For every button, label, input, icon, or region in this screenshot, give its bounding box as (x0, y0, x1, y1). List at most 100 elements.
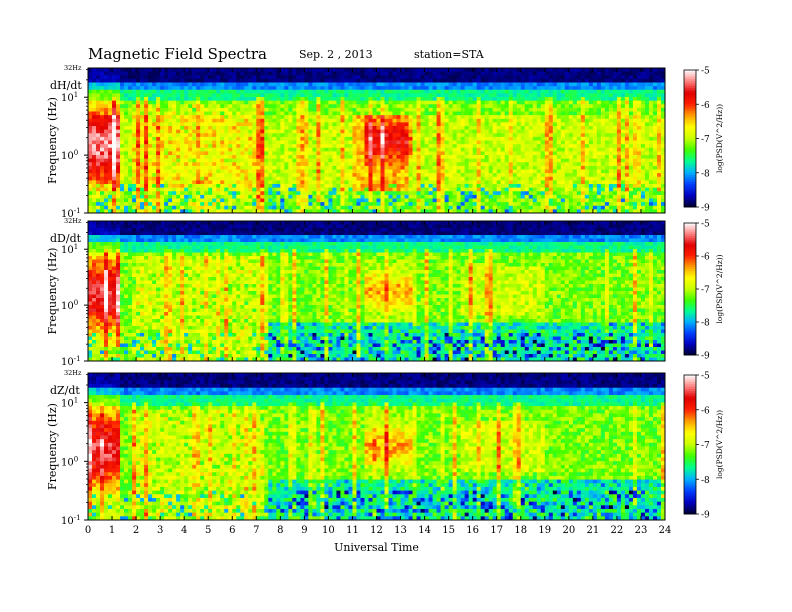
spectrogram-cell (320, 173, 325, 178)
spectrogram-cell (488, 162, 494, 167)
spectrogram-cell (392, 126, 397, 131)
spectrogram-cell (472, 194, 478, 199)
spectrogram-cell (176, 147, 181, 152)
spectrogram-cell (580, 194, 586, 199)
spectrogram-cell (184, 173, 189, 178)
spectrogram-cell (224, 136, 229, 141)
spectrogram-cell (288, 165, 293, 170)
spectrogram-cell (260, 198, 265, 203)
spectrogram-cell (532, 89, 538, 94)
spectrogram-cell (416, 209, 421, 214)
spectrogram-cell (512, 118, 518, 123)
spectrogram-cell (336, 136, 341, 141)
spectrogram-cell (316, 78, 321, 83)
spectrogram-cell (576, 198, 582, 203)
spectrogram-cell (380, 71, 385, 76)
spectrogram-cell (536, 122, 542, 127)
spectrogram-cell (336, 115, 341, 120)
spectrogram-cell (116, 100, 121, 105)
spectrogram-cell (368, 173, 373, 178)
spectrogram-cell (200, 71, 205, 76)
spectrogram-cell (268, 122, 273, 127)
spectrogram-cell (240, 107, 245, 112)
spectrogram-cell (144, 187, 149, 192)
spectrogram-cell (332, 144, 337, 149)
spectrogram-cell (392, 155, 397, 160)
spectrogram-cell (208, 205, 213, 210)
spectrogram-cell (172, 133, 177, 138)
spectrogram-cell (172, 89, 177, 94)
spectrogram-cell (92, 169, 97, 174)
spectrogram-cell (416, 165, 421, 170)
spectrogram-cell (272, 205, 277, 210)
spectrogram-cell (252, 111, 257, 116)
spectrogram-cell (552, 93, 558, 98)
spectrogram-cell (352, 82, 357, 87)
spectrogram-cell (492, 133, 498, 138)
spectrogram-cell (308, 82, 313, 87)
spectrogram-cell (424, 194, 429, 199)
spectrogram-cell (520, 129, 526, 134)
spectrogram-cell (468, 194, 474, 199)
spectrogram-cell (252, 107, 257, 112)
spectrogram-cell (404, 176, 409, 181)
spectrogram-cell (148, 93, 153, 98)
spectrogram-cell (112, 209, 117, 214)
spectrogram-cell (340, 198, 345, 203)
spectrogram-cell (312, 158, 317, 163)
spectrogram-cell (484, 180, 490, 185)
spectrogram-cell (352, 173, 357, 178)
spectrogram-cell (224, 202, 229, 207)
spectrogram-cell (396, 180, 401, 185)
spectrogram-cell (192, 100, 197, 105)
spectrogram-cell (128, 93, 133, 98)
spectrogram-cell (496, 75, 502, 80)
spectrogram-cell (120, 86, 125, 91)
spectrogram-cell (472, 209, 478, 214)
spectrogram-cell (528, 205, 534, 210)
spectrogram-cell (160, 194, 165, 199)
spectrogram-cell (220, 187, 225, 192)
spectrogram-cell (232, 75, 237, 80)
spectrogram-cell (316, 144, 321, 149)
spectrogram-cell (140, 194, 145, 199)
spectrogram-cell (140, 86, 145, 91)
spectrogram-cell (576, 158, 582, 163)
spectrogram-cell (308, 176, 313, 181)
spectrogram-cell (196, 173, 201, 178)
spectrogram-cell (196, 78, 201, 83)
spectrogram-cell (304, 165, 309, 170)
spectrogram-cell (180, 147, 185, 152)
spectrogram-cell (308, 100, 313, 105)
spectrogram-cell (472, 205, 478, 210)
spectrogram-cell (552, 71, 558, 76)
spectrogram-cell (560, 86, 566, 91)
spectrogram-cell (184, 169, 189, 174)
spectrogram-cell (372, 205, 377, 210)
spectrogram-cell (492, 75, 498, 80)
spectrogram-cell (200, 205, 205, 210)
spectrogram-cell (344, 169, 349, 174)
spectrogram-cell (132, 100, 137, 105)
spectrogram-cell (324, 158, 329, 163)
spectrogram-cell (408, 187, 413, 192)
spectrogram-cell (140, 202, 145, 207)
spectrogram-cell (368, 78, 373, 83)
spectrogram-cell (484, 173, 490, 178)
spectrogram-cell (316, 184, 321, 189)
spectrogram-cell (468, 136, 474, 141)
spectrogram-cell (376, 169, 381, 174)
spectrogram-cell (504, 176, 510, 181)
spectrogram-cell (112, 68, 117, 73)
spectrogram-cell (496, 136, 502, 141)
spectrogram-cell (220, 97, 225, 102)
spectrogram-cell (380, 97, 385, 102)
spectrogram-cell (356, 133, 361, 138)
spectrogram-cell (484, 140, 490, 145)
spectrogram-cell (112, 202, 117, 207)
spectrogram-cell (260, 151, 265, 156)
spectrogram-cell (424, 176, 429, 181)
spectrogram-cell (476, 205, 482, 210)
spectrogram-cell (468, 169, 474, 174)
spectrogram-cell (132, 93, 137, 98)
